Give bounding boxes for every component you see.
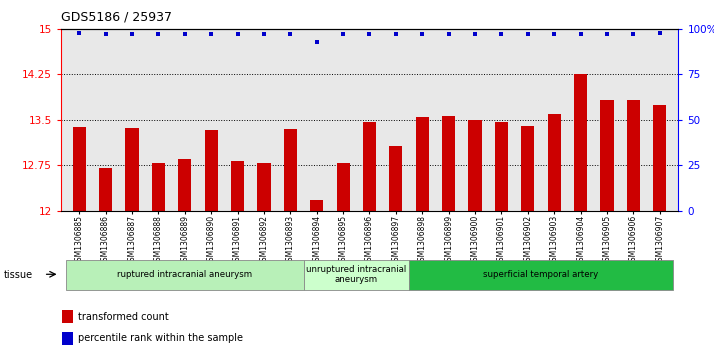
Point <box>654 30 665 36</box>
Bar <box>653 105 666 211</box>
Bar <box>600 101 613 211</box>
Bar <box>548 114 561 211</box>
Bar <box>178 159 191 211</box>
Point <box>100 32 111 37</box>
Point <box>126 32 138 37</box>
Bar <box>521 126 535 211</box>
Point <box>601 32 613 37</box>
Bar <box>468 120 482 211</box>
Text: superficial temporal artery: superficial temporal artery <box>483 270 598 279</box>
Point <box>575 32 586 37</box>
Bar <box>363 122 376 211</box>
Point <box>153 32 164 37</box>
Point <box>285 32 296 37</box>
Bar <box>442 115 456 211</box>
Point <box>179 32 191 37</box>
Bar <box>389 146 403 211</box>
Point <box>74 30 85 36</box>
Bar <box>336 163 350 211</box>
Point <box>232 32 243 37</box>
Point <box>469 32 481 37</box>
Point <box>496 32 507 37</box>
Bar <box>257 163 271 211</box>
Point <box>416 32 428 37</box>
Point <box>206 32 217 37</box>
Bar <box>66 260 303 290</box>
Text: GDS5186 / 25937: GDS5186 / 25937 <box>61 11 171 24</box>
Bar <box>231 161 244 211</box>
Bar <box>283 129 297 211</box>
Bar <box>62 310 73 323</box>
Point <box>390 32 401 37</box>
Bar <box>310 200 323 211</box>
Point <box>311 39 323 45</box>
Point <box>522 32 533 37</box>
Bar <box>62 332 73 345</box>
Bar <box>627 100 640 211</box>
Bar <box>126 128 139 211</box>
Text: percentile rank within the sample: percentile rank within the sample <box>78 334 243 343</box>
Bar <box>574 74 587 211</box>
Text: ruptured intracranial aneurysm: ruptured intracranial aneurysm <box>117 270 252 279</box>
Point <box>258 32 270 37</box>
Point <box>443 32 454 37</box>
Text: transformed count: transformed count <box>78 312 169 322</box>
Bar <box>495 122 508 211</box>
Bar <box>409 260 673 290</box>
Text: tissue: tissue <box>4 270 33 280</box>
Point <box>363 32 375 37</box>
Point <box>338 32 349 37</box>
Bar <box>204 130 218 211</box>
Point <box>548 32 560 37</box>
Bar <box>99 168 112 211</box>
Bar <box>416 117 429 211</box>
Bar <box>303 260 409 290</box>
Text: unruptured intracranial
aneurysm: unruptured intracranial aneurysm <box>306 265 406 284</box>
Bar <box>73 127 86 211</box>
Point <box>628 32 639 37</box>
Bar <box>152 163 165 211</box>
